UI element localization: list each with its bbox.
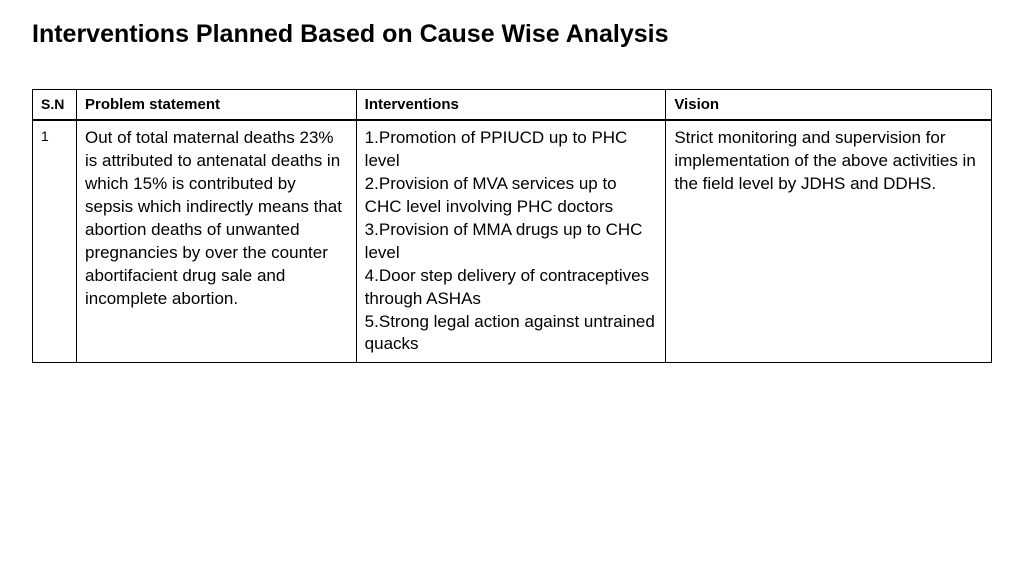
table-header-row: S.N Problem statement Interventions Visi… [33, 90, 992, 121]
header-sn: S.N [33, 90, 77, 121]
table-row: 1 Out of total maternal deaths 23% is at… [33, 120, 992, 363]
interventions-table: S.N Problem statement Interventions Visi… [32, 89, 992, 363]
header-vision: Vision [666, 90, 992, 121]
cell-interventions: 1.Promotion of PPIUCD up to PHC level 2.… [356, 120, 666, 363]
page-title: Interventions Planned Based on Cause Wis… [32, 20, 992, 49]
header-problem: Problem statement [76, 90, 356, 121]
cell-vision: Strict monitoring and supervision for im… [666, 120, 992, 363]
cell-sn: 1 [33, 120, 77, 363]
header-interventions: Interventions [356, 90, 666, 121]
cell-problem: Out of total maternal deaths 23% is attr… [76, 120, 356, 363]
